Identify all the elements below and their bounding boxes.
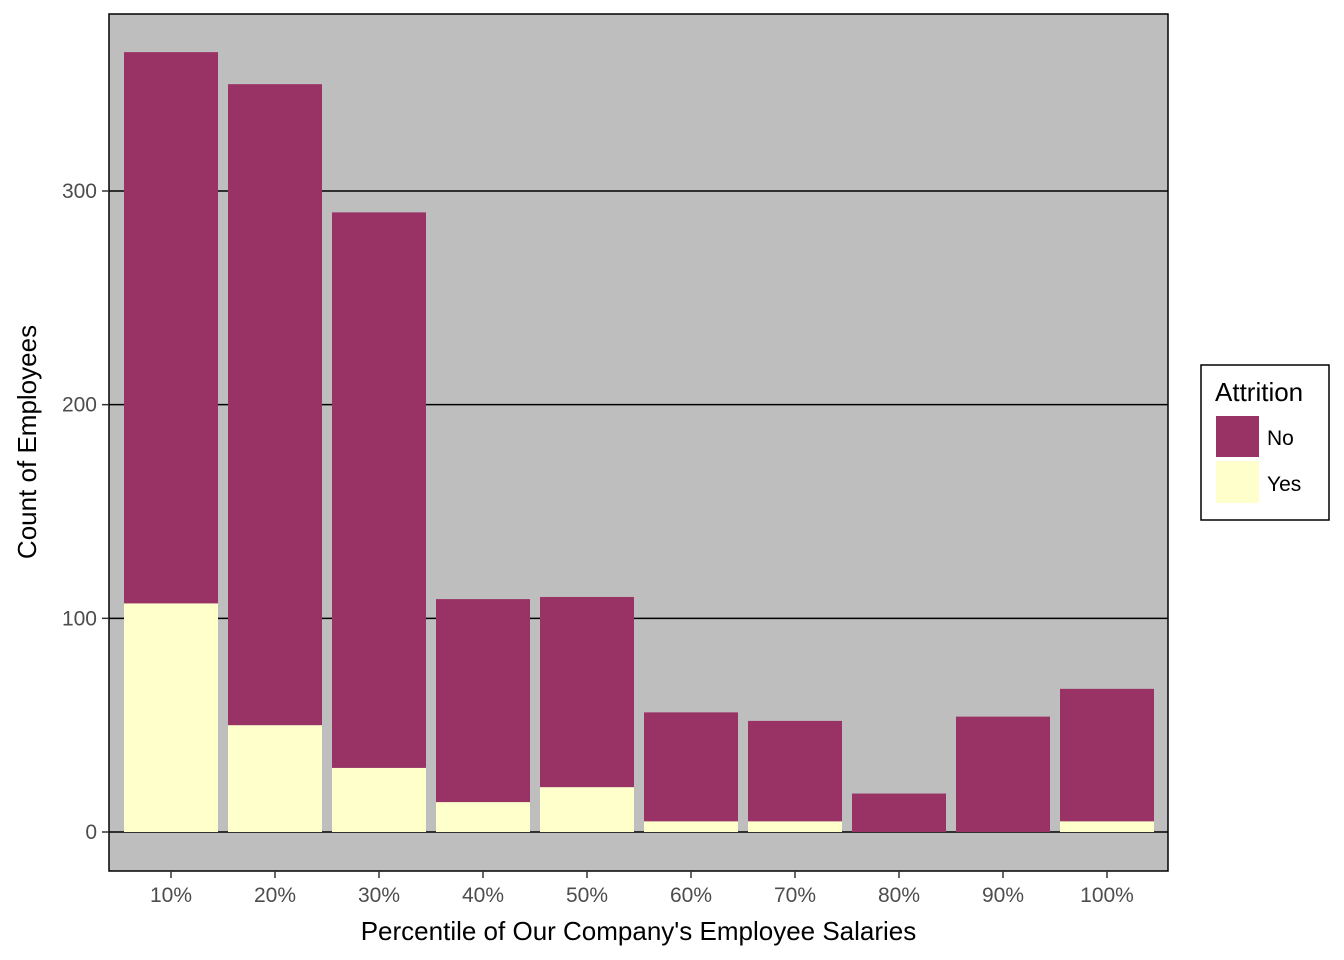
x-tick-label-6: 60%: [670, 884, 712, 907]
bar-no-1: [124, 52, 218, 604]
legend-key-no: [1216, 416, 1259, 457]
bars: [124, 52, 1154, 832]
bar-yes-3: [332, 767, 426, 832]
bar-no-5: [540, 596, 634, 788]
legend-key-yes: [1216, 461, 1259, 503]
bar-no-6: [644, 712, 738, 822]
bar-no-10: [1060, 688, 1154, 822]
y-tick-label-100: 100: [62, 607, 97, 630]
bar-no-7: [748, 720, 842, 822]
y-axis-title: Count of Employees: [12, 325, 42, 559]
legend: Attrition No Yes: [1200, 364, 1330, 521]
x-tick-label-2: 20%: [254, 884, 296, 907]
legend-label-no: No: [1267, 427, 1294, 450]
bar-yes-4: [436, 802, 530, 832]
bar-yes-10: [1060, 821, 1154, 832]
bar-no-2: [228, 84, 322, 726]
bar-no-9: [956, 716, 1050, 832]
bar-no-8: [852, 793, 946, 832]
bar-yes-5: [540, 787, 634, 832]
y-tick-label-200: 200: [62, 394, 97, 417]
y-tick-label-0: 0: [85, 821, 97, 844]
plot-border: [108, 13, 1169, 872]
x-tick-label-4: 40%: [462, 884, 504, 907]
y-axis: 0 100 200 300: [62, 180, 109, 844]
y-tick-label-300: 300: [62, 180, 97, 203]
x-tick-label-5: 50%: [566, 884, 608, 907]
x-tick-label-9: 90%: [982, 884, 1024, 907]
bar-yes-2: [228, 725, 322, 832]
x-axis: 10% 20% 30% 40% 50% 60% 70% 80% 90% 100%: [150, 871, 1134, 907]
x-tick-label-7: 70%: [774, 884, 816, 907]
x-tick-label-3: 30%: [358, 884, 400, 907]
x-tick-label-10: 100%: [1080, 884, 1134, 907]
bar-yes-7: [748, 821, 842, 832]
x-axis-title: Percentile of Our Company's Employee Sal…: [361, 916, 917, 946]
bar-no-3: [332, 212, 426, 768]
bar-yes-6: [644, 821, 738, 832]
legend-title: Attrition: [1215, 377, 1303, 407]
bar-yes-1: [124, 603, 218, 832]
x-tick-label-8: 80%: [878, 884, 920, 907]
x-tick-label-1: 10%: [150, 884, 192, 907]
legend-label-yes: Yes: [1267, 473, 1301, 496]
bar-no-4: [436, 599, 530, 803]
